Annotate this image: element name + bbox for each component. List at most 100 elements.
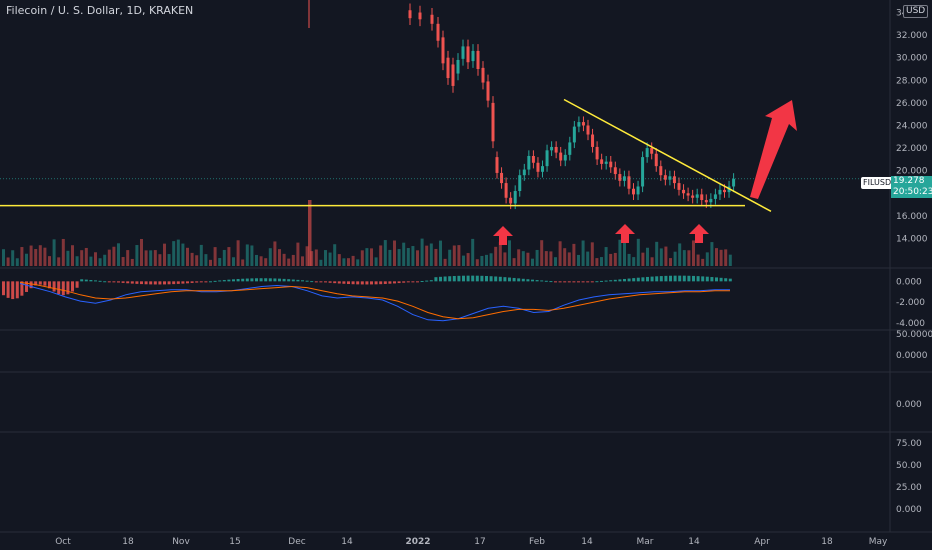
- volume-bar: [268, 248, 272, 266]
- macd-histogram-bar: [15, 281, 19, 299]
- macd-histogram-bar: [245, 278, 249, 282]
- time-tick-label: 17: [474, 537, 485, 547]
- macd-histogram-bar: [563, 281, 567, 283]
- macd-histogram-bar: [715, 277, 718, 282]
- macd-histogram-bar: [462, 275, 465, 282]
- macd-histogram-bar: [494, 276, 498, 282]
- candle-body: [691, 195, 695, 198]
- volume-bar: [71, 245, 74, 266]
- time-tick-label: 18: [122, 537, 134, 547]
- volume-bar: [314, 249, 318, 266]
- volume-bar: [126, 250, 130, 266]
- macd-histogram-bar: [84, 279, 88, 282]
- volume-bar: [222, 249, 226, 266]
- candle-body: [451, 64, 455, 86]
- volume-bar: [232, 257, 235, 266]
- macd-histogram-bar: [80, 279, 84, 282]
- price-tick-label: 14.000: [896, 234, 928, 244]
- macd-histogram-bar: [117, 281, 120, 283]
- macd-histogram-bar: [406, 281, 410, 283]
- volume-bar: [613, 252, 617, 266]
- macd-histogram-bar: [572, 281, 576, 283]
- candle-body: [476, 50, 480, 69]
- macd-histogram-bar: [310, 281, 314, 283]
- volume-bar: [388, 249, 392, 266]
- macd-histogram-bar: [130, 281, 134, 284]
- volume-bar: [360, 250, 364, 266]
- macd-histogram-bar: [61, 281, 65, 296]
- volume-bar: [20, 247, 24, 266]
- volume-bar: [397, 249, 401, 266]
- candle-body: [618, 174, 622, 181]
- macd-histogram-bar: [278, 278, 281, 282]
- macd-histogram-bar: [195, 281, 199, 283]
- candle-body: [491, 102, 495, 142]
- macd-histogram-bar: [176, 281, 180, 284]
- volume-bar: [563, 248, 567, 266]
- candle-body: [723, 189, 726, 193]
- time-tick-label: 14: [341, 537, 353, 547]
- macd-histogram-bar: [627, 278, 631, 282]
- macd-histogram-bar: [475, 275, 479, 282]
- indicator-tick-label: 0.000: [896, 505, 922, 515]
- candle-body: [704, 200, 708, 203]
- volume-bar: [130, 258, 134, 266]
- macd-histogram-bar: [512, 277, 516, 282]
- volume-bar: [577, 254, 580, 266]
- volume-bar: [701, 258, 705, 266]
- volume-bar: [715, 248, 718, 266]
- macd-histogram-bar: [669, 275, 672, 282]
- volume-bar: [199, 244, 203, 266]
- macd-histogram-bar: [521, 278, 525, 282]
- macd-histogram-bar: [485, 275, 488, 282]
- macd-histogram-bar: [692, 275, 695, 282]
- volume-bar: [112, 246, 116, 266]
- macd-histogram-bar: [29, 281, 33, 289]
- candle-body: [531, 155, 535, 163]
- volume-bar: [94, 252, 97, 266]
- grid: [0, 0, 932, 533]
- candle-body: [732, 178, 736, 187]
- candle-body: [563, 154, 567, 161]
- volume-bar: [324, 250, 327, 266]
- macd-histogram-bar: [181, 281, 185, 284]
- volume-bar: [687, 250, 691, 266]
- currency-badge[interactable]: USD: [903, 5, 929, 18]
- candle-body: [500, 172, 504, 184]
- volume-bar: [659, 248, 663, 266]
- volume-bar: [186, 247, 189, 266]
- macd-histogram-bar: [618, 279, 622, 282]
- volume-bar: [310, 251, 314, 266]
- volume-bar: [80, 250, 84, 266]
- time-tick-label: Feb: [529, 537, 545, 547]
- macd-histogram-bar: [508, 277, 511, 282]
- volume-bar: [554, 257, 557, 266]
- macd-histogram-bar: [227, 279, 231, 282]
- indicator-tick-label: 50.00: [896, 461, 922, 471]
- volume-bar: [287, 258, 291, 266]
- macd-histogram-bar: [347, 281, 350, 285]
- volume-bar: [337, 254, 341, 266]
- macd-histogram-bar: [613, 279, 617, 282]
- volume-bar: [678, 243, 682, 266]
- macd-histogram-bar: [34, 281, 38, 286]
- volume-bar: [595, 258, 599, 266]
- macd-histogram-bar: [590, 281, 594, 283]
- candle-body: [430, 14, 434, 24]
- time-tick-label: Nov: [172, 537, 190, 547]
- macd-histogram-bar: [701, 276, 705, 282]
- volume-bar: [692, 240, 695, 266]
- volume-bar: [540, 240, 544, 266]
- macd-histogram-bar: [52, 281, 56, 292]
- indicator-tick-label: 25.00: [896, 483, 922, 493]
- volume-bar: [167, 254, 171, 266]
- volume-bar: [204, 254, 208, 266]
- volume-bar: [365, 248, 369, 266]
- volume-bar: [517, 249, 521, 266]
- candle-body: [632, 188, 635, 195]
- candle-body: [677, 183, 681, 190]
- volume-bar: [227, 247, 231, 266]
- candle-body: [668, 176, 672, 180]
- volume-bar: [719, 249, 723, 266]
